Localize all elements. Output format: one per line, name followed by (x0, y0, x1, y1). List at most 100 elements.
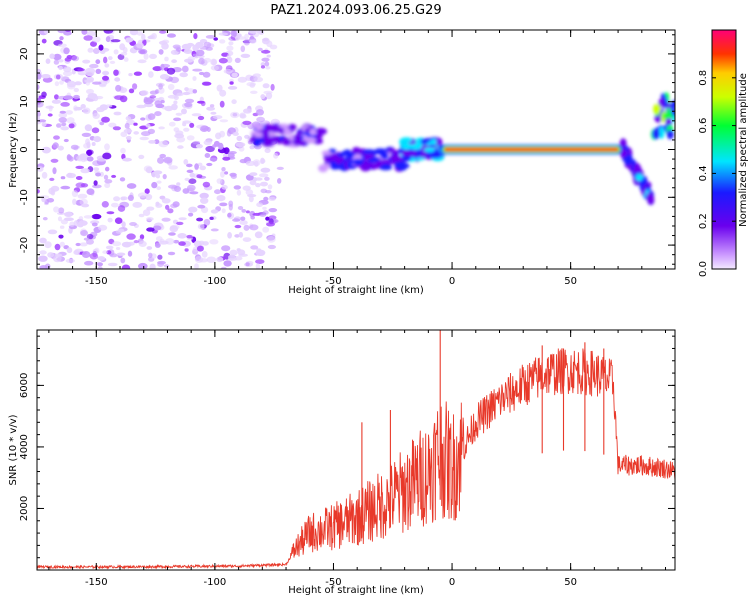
noise-blob (85, 79, 91, 86)
noise-blob (110, 39, 121, 43)
noise-blob (102, 75, 109, 81)
noise-blob (41, 122, 47, 127)
noise-blob (209, 104, 215, 108)
noise-blob (52, 167, 57, 175)
spectrogram-y-axis-label: Frequency (Hz) (8, 112, 19, 188)
noise-blob (45, 105, 54, 109)
signal-blob (666, 129, 674, 140)
noise-blob (231, 99, 237, 105)
noise-blob (155, 173, 161, 179)
noise-blob (232, 31, 237, 38)
noise-blob (216, 195, 226, 202)
noise-blob (103, 174, 109, 180)
noise-blob (261, 57, 270, 62)
noise-blob (276, 166, 284, 170)
noise-blob (158, 126, 165, 130)
noise-blob (216, 84, 223, 92)
noise-blob (177, 145, 184, 149)
noise-blob (239, 220, 248, 226)
noise-blob (82, 107, 91, 115)
noise-blob (189, 172, 196, 178)
noise-blob (47, 113, 53, 117)
signal-blob (662, 113, 669, 119)
noise-blob (112, 241, 122, 247)
noise-blob (60, 126, 69, 131)
noise-blob (86, 233, 94, 240)
x-tick-label: 50 (564, 276, 577, 287)
noise-blob (243, 38, 251, 46)
noise-blob (156, 180, 162, 184)
signal-blob (368, 158, 378, 163)
noise-blob (243, 224, 250, 231)
noise-blob (267, 244, 276, 250)
noise-blob (37, 166, 44, 172)
signal-blob (647, 195, 655, 205)
noise-blob (194, 256, 204, 263)
noise-blob (86, 149, 93, 156)
noise-blob (157, 254, 163, 260)
noise-blob (120, 131, 128, 138)
noise-blob (196, 217, 204, 222)
noise-blob (87, 47, 94, 53)
signal-blob (251, 123, 265, 129)
noise-blob (250, 245, 259, 250)
noise-blob (254, 231, 263, 239)
x-tick-label: -150 (85, 577, 108, 588)
noise-blob (102, 152, 112, 160)
noise-blob (167, 94, 178, 99)
noise-blob (268, 196, 276, 201)
noise-blob (240, 45, 246, 53)
x-tick-label: -100 (204, 577, 227, 588)
noise-blob (109, 60, 116, 64)
noise-blob (53, 59, 60, 65)
noise-blob (83, 35, 93, 41)
noise-blob (158, 83, 163, 90)
signal-blob (304, 127, 311, 132)
noise-blob (213, 37, 218, 41)
noise-blob (202, 81, 212, 86)
signal-blob (619, 148, 627, 158)
noise-blob (231, 72, 238, 78)
noise-blob (82, 59, 91, 64)
noise-blob (49, 53, 55, 59)
noise-blob (37, 72, 42, 80)
noise-blob (37, 111, 41, 117)
noise-blob (114, 217, 123, 224)
noise-blob (63, 95, 74, 100)
noise-blob (39, 237, 47, 244)
snr-ticks: -150 -100 -50 0 50 2000 4000 6000 (19, 330, 675, 588)
signal-blob (391, 156, 401, 163)
noise-blob (262, 206, 267, 210)
noise-blob (265, 190, 272, 194)
noise-blob (199, 192, 209, 199)
signal-blob (348, 159, 356, 164)
noise-blob (74, 81, 82, 86)
noise-blob (265, 216, 270, 221)
noise-blob (250, 90, 258, 95)
noise-blob (63, 66, 72, 73)
noise-blob (239, 112, 246, 119)
noise-blob (183, 127, 190, 132)
noise-blob (59, 241, 65, 247)
signal-blob (388, 148, 396, 153)
noise-blob (199, 165, 206, 171)
signal-blob (283, 128, 292, 136)
noise-blob (203, 57, 212, 63)
noise-blob (234, 234, 240, 238)
noise-blob (199, 96, 204, 102)
noise-blob (61, 122, 67, 127)
signal-blob (379, 164, 393, 171)
noise-blob (41, 74, 51, 79)
colorbar-label: Normalized spectral amplitude (738, 73, 749, 227)
signal-blob (654, 113, 663, 123)
noise-blob (59, 225, 65, 229)
noise-blob (188, 212, 194, 217)
noise-blob (115, 84, 122, 92)
noise-blob (42, 77, 53, 83)
noise-blob (247, 194, 257, 198)
noise-blob (108, 122, 117, 128)
noise-blob (95, 172, 102, 177)
x-tick-label: 50 (564, 577, 577, 588)
noise-blob (96, 106, 105, 113)
noise-blob (184, 102, 193, 108)
